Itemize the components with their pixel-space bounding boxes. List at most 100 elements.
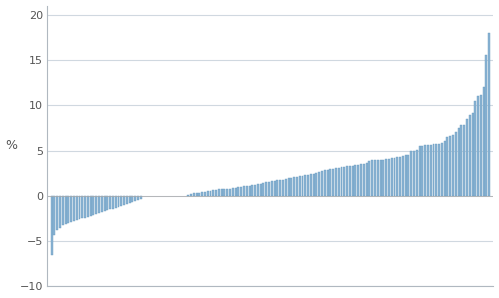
Bar (338, 168, 340, 196)
Bar (238, 187, 240, 196)
Bar (444, 142, 446, 196)
Bar (212, 190, 214, 196)
Bar (391, 158, 393, 196)
Bar (50, 196, 52, 255)
Bar (226, 189, 228, 196)
Bar (232, 188, 234, 196)
Bar (483, 87, 485, 196)
Bar (315, 173, 317, 196)
Bar (246, 186, 248, 196)
Bar (402, 156, 404, 196)
Bar (354, 165, 356, 196)
Bar (218, 190, 220, 196)
Bar (210, 191, 212, 196)
Bar (104, 196, 106, 211)
Bar (224, 189, 226, 196)
Bar (87, 196, 89, 217)
Bar (196, 193, 198, 196)
Bar (92, 196, 94, 215)
Bar (279, 179, 281, 196)
Bar (235, 188, 237, 196)
Bar (84, 196, 86, 218)
Bar (466, 119, 468, 196)
Bar (271, 181, 273, 196)
Bar (193, 193, 195, 196)
Bar (382, 160, 384, 196)
Bar (254, 185, 256, 196)
Bar (349, 166, 351, 196)
Bar (101, 196, 103, 212)
Bar (396, 157, 398, 196)
Bar (486, 55, 488, 196)
Bar (131, 196, 133, 202)
Bar (363, 164, 365, 196)
Bar (489, 33, 490, 196)
Bar (340, 167, 342, 196)
Bar (472, 113, 474, 196)
Bar (313, 174, 315, 196)
Bar (377, 160, 379, 196)
Bar (282, 179, 284, 196)
Bar (70, 196, 72, 222)
Bar (310, 174, 312, 196)
Bar (475, 101, 477, 196)
Bar (368, 162, 370, 196)
Bar (461, 125, 463, 196)
Bar (134, 196, 136, 201)
Bar (360, 164, 362, 196)
Bar (59, 196, 61, 228)
Bar (109, 196, 111, 209)
Bar (81, 196, 83, 218)
Bar (405, 155, 407, 196)
Bar (199, 193, 200, 196)
Bar (416, 150, 418, 196)
Bar (98, 196, 100, 213)
Bar (427, 145, 429, 196)
Bar (126, 196, 128, 204)
Bar (296, 177, 298, 196)
Bar (477, 96, 479, 196)
Bar (287, 178, 289, 196)
Bar (290, 178, 292, 196)
Bar (408, 155, 409, 196)
Bar (480, 95, 482, 196)
Bar (215, 190, 217, 196)
Bar (62, 196, 64, 225)
Bar (449, 136, 451, 196)
Bar (455, 132, 457, 196)
Bar (190, 194, 192, 196)
Bar (433, 144, 435, 196)
Bar (410, 151, 412, 196)
Bar (243, 186, 245, 196)
Bar (388, 159, 390, 196)
Bar (207, 191, 209, 196)
Bar (115, 196, 117, 208)
Bar (299, 176, 301, 196)
Bar (95, 196, 97, 214)
Bar (265, 182, 267, 196)
Bar (385, 159, 387, 196)
Bar (318, 172, 320, 196)
Bar (262, 183, 264, 196)
Bar (53, 196, 55, 235)
Bar (304, 175, 306, 196)
Bar (419, 146, 421, 196)
Bar (394, 158, 396, 196)
Bar (78, 196, 80, 219)
Bar (447, 137, 449, 196)
Bar (441, 143, 443, 196)
Bar (469, 115, 471, 196)
Bar (276, 180, 278, 196)
Bar (187, 195, 189, 196)
Bar (399, 157, 401, 196)
Bar (413, 150, 415, 196)
Bar (321, 171, 323, 196)
Bar (380, 160, 382, 196)
Bar (346, 166, 348, 196)
Bar (301, 176, 303, 196)
Bar (332, 169, 334, 196)
Bar (452, 135, 454, 196)
Bar (259, 184, 261, 196)
Bar (140, 196, 142, 199)
Bar (424, 145, 426, 196)
